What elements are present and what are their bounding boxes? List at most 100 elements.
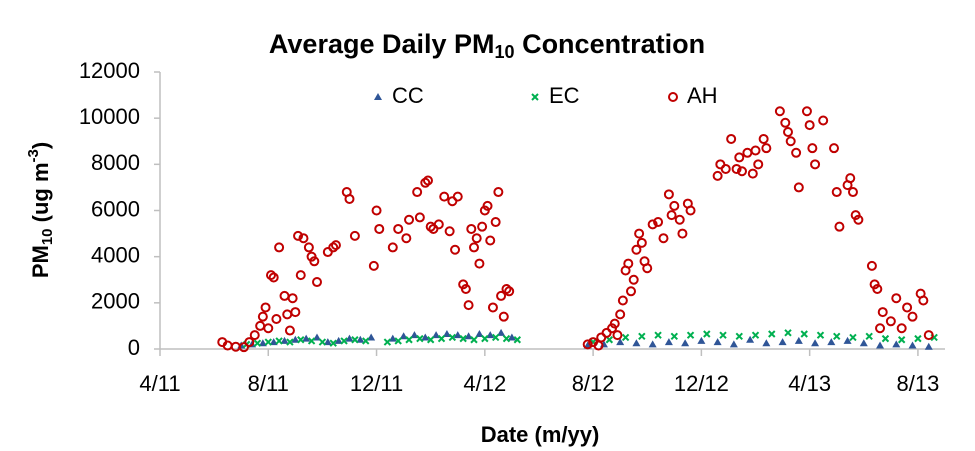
point — [648, 340, 657, 348]
y-tick-label: 4000 — [91, 242, 140, 267]
point — [785, 136, 796, 147]
point — [892, 340, 901, 348]
point — [758, 133, 769, 144]
point — [323, 338, 332, 346]
point — [344, 193, 355, 204]
point — [351, 336, 359, 344]
point — [720, 163, 731, 174]
point — [923, 330, 934, 341]
point — [284, 325, 295, 336]
point — [663, 189, 674, 200]
point — [621, 333, 630, 342]
point — [334, 336, 343, 344]
y-tick-label: 0 — [128, 335, 140, 360]
point — [433, 219, 444, 230]
point — [475, 329, 484, 337]
point — [666, 210, 677, 221]
point — [831, 187, 842, 198]
y-tick-label: 10000 — [79, 104, 140, 129]
point — [686, 331, 695, 339]
point — [736, 166, 747, 177]
point — [907, 311, 918, 322]
point — [747, 168, 758, 179]
point — [485, 235, 496, 246]
point — [471, 233, 482, 244]
point — [636, 237, 647, 248]
point — [450, 244, 461, 255]
legend-marker — [374, 93, 382, 100]
point — [753, 159, 764, 170]
point — [800, 330, 808, 338]
point — [279, 290, 290, 301]
point — [804, 120, 815, 131]
point — [356, 335, 365, 343]
point — [444, 226, 455, 237]
x-tick-label: 12/12 — [674, 371, 729, 396]
point — [617, 295, 628, 306]
point — [582, 339, 593, 350]
point — [280, 336, 289, 344]
point — [642, 263, 653, 274]
point — [902, 302, 913, 313]
point — [275, 337, 283, 345]
point — [330, 240, 341, 251]
point — [374, 223, 385, 234]
point — [297, 336, 305, 344]
point — [274, 242, 285, 253]
point — [783, 127, 793, 138]
point — [452, 191, 463, 202]
point — [612, 330, 623, 341]
point — [872, 283, 883, 294]
point — [674, 214, 685, 225]
point — [497, 328, 506, 336]
x-tick-label: 8/11 — [248, 371, 289, 396]
point — [253, 339, 262, 347]
y-tick-label: 6000 — [91, 196, 140, 221]
x-tick-label: 8/13 — [897, 371, 940, 396]
point — [751, 331, 760, 339]
point — [460, 283, 471, 294]
point — [891, 293, 902, 304]
point — [349, 230, 360, 241]
point — [414, 212, 425, 223]
point — [697, 336, 706, 344]
point — [818, 115, 829, 126]
point — [865, 332, 873, 341]
point — [474, 258, 485, 269]
point — [681, 339, 690, 347]
point — [778, 338, 787, 346]
point — [470, 336, 478, 344]
point — [897, 336, 906, 344]
point — [421, 333, 430, 341]
point — [677, 228, 688, 239]
point — [853, 214, 864, 225]
point — [487, 302, 498, 313]
point — [793, 182, 804, 193]
point — [340, 337, 348, 345]
point — [257, 311, 268, 322]
point — [801, 106, 812, 117]
point — [876, 341, 885, 349]
point — [287, 293, 298, 304]
point — [394, 337, 402, 345]
point — [658, 233, 669, 244]
point — [784, 329, 792, 337]
point — [750, 145, 761, 156]
point — [811, 339, 820, 347]
point — [669, 200, 680, 211]
point — [834, 221, 845, 232]
point — [466, 223, 477, 234]
point — [371, 205, 382, 216]
point — [703, 330, 711, 338]
x-tick-label: 8/12 — [572, 371, 615, 396]
point — [238, 342, 249, 353]
point — [502, 334, 511, 343]
point — [631, 244, 642, 255]
point — [780, 117, 791, 128]
point — [383, 338, 392, 346]
point — [303, 242, 314, 253]
point — [827, 338, 836, 346]
point — [271, 313, 282, 324]
point — [877, 307, 888, 318]
